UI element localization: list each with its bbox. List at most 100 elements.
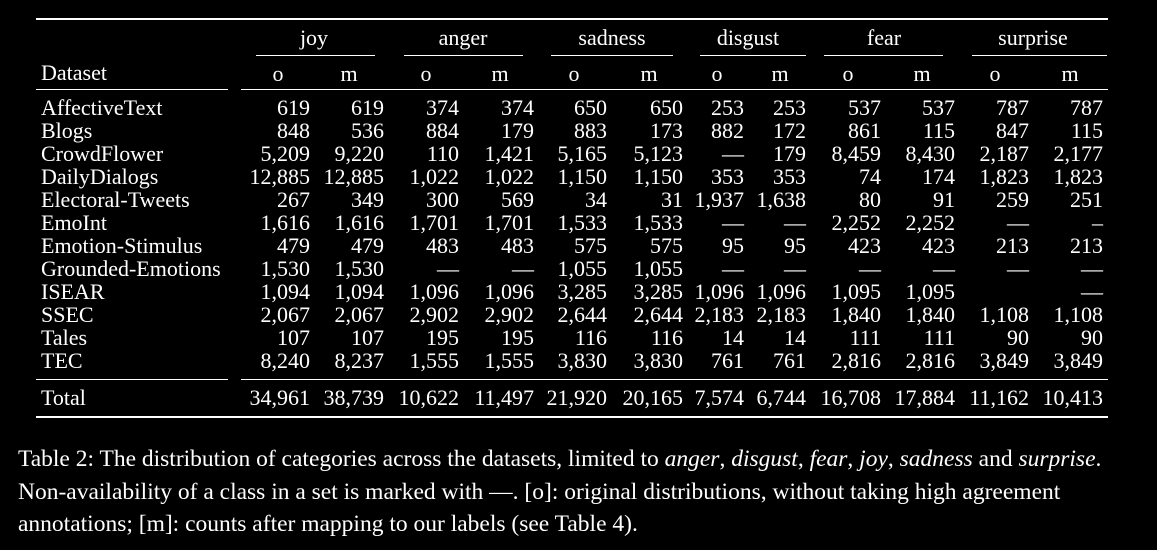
category-underline bbox=[404, 55, 523, 56]
table-cell: 259 bbox=[996, 187, 1029, 212]
caption-emph-disgust: disgust bbox=[731, 446, 798, 472]
total-cell: 38,739 bbox=[323, 385, 385, 410]
table-cell: 8,237 bbox=[334, 348, 385, 373]
table-cell: 1,094 bbox=[260, 279, 311, 304]
table-cell: 1,937 bbox=[694, 187, 745, 212]
table-cell: — bbox=[722, 141, 744, 166]
table-cell: 1,022 bbox=[409, 164, 460, 189]
table-cell: 423 bbox=[848, 233, 881, 258]
table-cell: 1,096 bbox=[484, 279, 535, 304]
table-cell: 1,823 bbox=[1053, 164, 1104, 189]
total-cell: 7,574 bbox=[694, 385, 745, 410]
table-cell: 5,123 bbox=[633, 141, 684, 166]
table-cell: 2,816 bbox=[905, 348, 956, 373]
table-cell: 2,067 bbox=[334, 302, 385, 327]
table-cell: — bbox=[1007, 210, 1029, 235]
table-cell: 8,240 bbox=[260, 348, 311, 373]
table-cell: 1,096 bbox=[756, 279, 807, 304]
table-cell: — bbox=[933, 256, 955, 281]
table-cell: 1,421 bbox=[484, 141, 535, 166]
category-underline bbox=[256, 55, 375, 56]
table-cell: 5,165 bbox=[557, 141, 608, 166]
table-cell: 569 bbox=[501, 187, 534, 212]
table-cell: 1,022 bbox=[484, 164, 535, 189]
table-cell: 650 bbox=[650, 95, 683, 120]
subheader-original: o bbox=[989, 61, 1001, 86]
header-rule bbox=[241, 89, 1108, 90]
table-cell: 847 bbox=[996, 118, 1029, 143]
subheader-mapped: m bbox=[771, 61, 789, 86]
table-cell: 1,096 bbox=[409, 279, 460, 304]
header-rule-left bbox=[36, 89, 228, 90]
table-cell: 353 bbox=[711, 164, 744, 189]
table-cell: — bbox=[1081, 279, 1103, 304]
table-cell: 1,530 bbox=[260, 256, 311, 281]
table-cell: 3,849 bbox=[1053, 348, 1104, 373]
caption-emph-surprise: surprise bbox=[1018, 446, 1096, 472]
dataset-name: Tales bbox=[41, 325, 88, 350]
dataset-header: Dataset bbox=[41, 60, 107, 85]
table-cell: 9,220 bbox=[334, 141, 385, 166]
table-cell: 537 bbox=[848, 95, 881, 120]
table-cell: 172 bbox=[773, 118, 806, 143]
table-cell: 374 bbox=[426, 95, 459, 120]
table-cell: 300 bbox=[426, 187, 459, 212]
table-cell: 116 bbox=[574, 325, 607, 350]
table-cell: 115 bbox=[922, 118, 955, 143]
total-label: Total bbox=[41, 385, 86, 410]
bottom-rule bbox=[36, 416, 1108, 418]
table-cell: 1,150 bbox=[557, 164, 608, 189]
table-cell: 2,177 bbox=[1053, 141, 1104, 166]
category-header: sadness bbox=[578, 25, 646, 50]
table-cell: 374 bbox=[501, 95, 534, 120]
category-underline bbox=[972, 55, 1107, 56]
category-header: anger bbox=[438, 25, 488, 50]
table-cell: – bbox=[1092, 210, 1103, 235]
table-cell: 14 bbox=[784, 325, 806, 350]
table-cell: — bbox=[512, 256, 534, 281]
table-cell: 111 bbox=[923, 325, 955, 350]
table-cell: 31 bbox=[661, 187, 683, 212]
subheader-original: o bbox=[420, 61, 432, 86]
category-header: joy bbox=[299, 25, 329, 50]
dataset-name: Blogs bbox=[41, 118, 93, 143]
table-cell: 1,616 bbox=[334, 210, 385, 235]
category-header: disgust bbox=[716, 25, 780, 50]
table-cell: 251 bbox=[1070, 187, 1103, 212]
table-cell: 3,849 bbox=[979, 348, 1030, 373]
table-cell: 179 bbox=[501, 118, 534, 143]
table-cell: 1,701 bbox=[409, 210, 460, 235]
table-cell: 253 bbox=[773, 95, 806, 120]
table-cell: 650 bbox=[574, 95, 607, 120]
table-cell: 3,285 bbox=[633, 279, 684, 304]
dataset-name: ISEAR bbox=[41, 279, 105, 304]
table-cell: 575 bbox=[650, 233, 683, 258]
top-rule bbox=[36, 18, 1108, 20]
subheader-original: o bbox=[842, 61, 854, 86]
table-cell: 12,885 bbox=[249, 164, 311, 189]
category-underline bbox=[551, 55, 673, 56]
table-cell: 479 bbox=[277, 233, 310, 258]
total-cell: 16,708 bbox=[820, 385, 882, 410]
table-cell: 91 bbox=[933, 187, 955, 212]
table-cell: 2,252 bbox=[831, 210, 882, 235]
table-cell: 174 bbox=[922, 164, 955, 189]
table-cell: 74 bbox=[859, 164, 881, 189]
total-cell: 10,622 bbox=[398, 385, 460, 410]
dataset-name: TEC bbox=[41, 348, 83, 373]
table-cell: 2,183 bbox=[694, 302, 745, 327]
table-cell: — bbox=[1007, 256, 1029, 281]
table-cell: 195 bbox=[426, 325, 459, 350]
table-cell: 95 bbox=[784, 233, 806, 258]
table-cell: 1,638 bbox=[756, 187, 807, 212]
subheader-mapped: m bbox=[640, 61, 658, 86]
table-cell: 173 bbox=[650, 118, 683, 143]
dataset-name: CrowdFlower bbox=[41, 141, 164, 166]
table-cell: 95 bbox=[722, 233, 744, 258]
table-cell: 2,252 bbox=[905, 210, 956, 235]
table-cell: 761 bbox=[773, 348, 806, 373]
category-header: surprise bbox=[998, 25, 1068, 50]
dataset-name: EmoInt bbox=[41, 210, 107, 235]
total-rule bbox=[241, 379, 1108, 380]
